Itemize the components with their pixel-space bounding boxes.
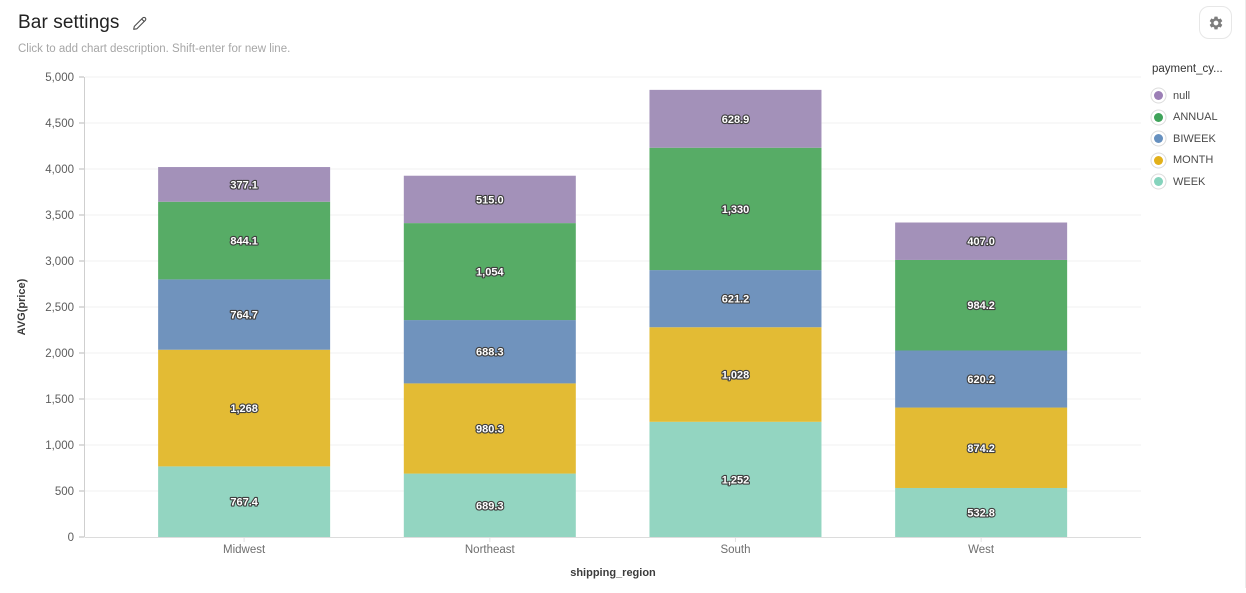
bar-segment-BIWEEK[interactable] <box>895 350 1068 408</box>
bar-segment-ANNUAL[interactable] <box>649 147 822 271</box>
y-tick-label: 4,000 <box>45 164 74 176</box>
bar-segment-null[interactable] <box>649 89 822 148</box>
bar-value-label: 407.0 <box>967 236 995 248</box>
chart-description-placeholder[interactable]: Click to add chart description. Shift-en… <box>18 43 291 55</box>
x-tick-label: Midwest <box>223 544 266 556</box>
bar-value-label: 621.2 <box>722 294 750 306</box>
bar-midwest: 767.4 1,268 764.7 844.1 377.1 <box>158 167 331 537</box>
bar-value-label: 764.7 <box>230 310 258 322</box>
y-tick-label: 2,500 <box>45 302 74 314</box>
bar-segment-WEEK[interactable] <box>649 421 822 537</box>
legend-item-week[interactable]: WEEK <box>1152 171 1244 193</box>
legend-item-label: BIWEEK <box>1173 132 1216 145</box>
legend-marker-icon <box>1154 155 1163 165</box>
bar-value-label: 620.2 <box>967 374 995 386</box>
legend-item-annual[interactable]: ANNUAL <box>1152 107 1244 129</box>
legend-marker-icon <box>1154 177 1163 187</box>
x-axis-title: shipping_region <box>570 567 656 579</box>
legend-marker-icon <box>1154 112 1163 122</box>
bar-segment-WEEK[interactable] <box>895 487 1068 537</box>
bar-value-label: 984.2 <box>967 300 995 312</box>
bar-value-label: 1,268 <box>230 403 258 415</box>
bar-value-label: 980.3 <box>476 423 504 435</box>
bar-segment-MONTH[interactable] <box>895 407 1068 488</box>
bar-segment-ANNUAL[interactable] <box>158 201 331 280</box>
bar-segment-BIWEEK[interactable] <box>649 270 822 328</box>
bar-value-label: 628.9 <box>722 114 750 126</box>
bar-segment-null[interactable] <box>403 175 576 224</box>
y-tick-label: 5,000 <box>45 72 74 84</box>
bar-value-label: 1,252 <box>722 474 750 486</box>
bar-value-label: 844.1 <box>230 236 258 248</box>
bar-value-label: 874.2 <box>967 443 995 455</box>
y-tick-label: 500 <box>55 486 74 498</box>
gear-icon <box>1209 16 1222 29</box>
bar-value-label: 515.0 <box>476 194 504 206</box>
bar-segment-MONTH[interactable] <box>649 327 822 422</box>
legend-marker-icon <box>1154 91 1163 101</box>
chart-header: Bar settings Click to add chart descript… <box>18 12 290 55</box>
chart-legend: payment_cy... null ANNUAL BIWEEK MONTH WEEK <box>1152 63 1244 193</box>
legend-item-label: MONTH <box>1173 154 1214 167</box>
y-tick-label: 3,000 <box>45 256 74 268</box>
bar-value-label: 767.4 <box>230 497 258 509</box>
chart-svg: 0 500 1,000 1,500 2,000 2,500 3,000 3,500 4,000 4… <box>16 72 1141 579</box>
bar-value-label: 532.8 <box>967 507 995 519</box>
y-axis-title: AVG(price) <box>16 278 28 335</box>
legend-item-label: null <box>1173 89 1191 102</box>
bar-segment-BIWEEK[interactable] <box>403 320 576 384</box>
legend-item-month[interactable]: MONTH <box>1152 150 1244 172</box>
bar-value-label: 689.3 <box>476 500 504 512</box>
bar-segment-ANNUAL[interactable] <box>895 259 1068 351</box>
y-tick-label: 0 <box>68 532 74 544</box>
y-tick-label: 4,500 <box>45 118 74 130</box>
legend-marker-icon <box>1154 134 1163 144</box>
chart-area: 0 500 1,000 1,500 2,000 2,500 3,000 3,500 4,000 4… <box>0 58 1246 588</box>
bar-segment-null[interactable] <box>158 167 331 202</box>
y-tick-label: 2,000 <box>45 348 74 360</box>
chart-settings-button[interactable] <box>1199 6 1232 39</box>
pencil-icon <box>133 16 147 30</box>
bar-segment-WEEK[interactable] <box>158 466 331 537</box>
bar-value-label: 1,054 <box>476 267 504 279</box>
bar-segment-WEEK[interactable] <box>403 473 576 537</box>
x-tick-label: West <box>968 544 995 556</box>
legend-item-biweek[interactable]: BIWEEK <box>1152 128 1244 150</box>
bar-value-label: 1,028 <box>722 370 750 382</box>
page-title: Bar settings <box>18 12 120 33</box>
y-tick-label: 1,000 <box>45 440 74 452</box>
bar-south: 1,252 1,028 621.2 1,330 628.9 <box>649 89 822 537</box>
y-tick-label: 1,500 <box>45 394 74 406</box>
bar-segment-ANNUAL[interactable] <box>403 223 576 321</box>
x-tick-label: Northeast <box>465 544 516 556</box>
bar-segment-MONTH[interactable] <box>158 349 331 467</box>
legend-item-label: WEEK <box>1173 175 1206 188</box>
bar-segment-null[interactable] <box>895 222 1068 260</box>
bar-west: 532.8 874.2 620.2 984.2 407.0 <box>895 222 1068 537</box>
bar-value-label: 377.1 <box>230 179 258 191</box>
legend-item-null[interactable]: null <box>1152 85 1244 107</box>
bar-value-label: 688.3 <box>476 347 504 359</box>
bar-northeast: 689.3 980.3 688.3 1,054 515.0 <box>403 175 576 537</box>
legend-item-label: ANNUAL <box>1173 111 1218 124</box>
y-tick-label: 3,500 <box>45 210 74 222</box>
bar-segment-BIWEEK[interactable] <box>158 279 331 350</box>
edit-title-button[interactable] <box>130 13 150 33</box>
legend-title: payment_cy... <box>1152 63 1223 75</box>
bar-segment-MONTH[interactable] <box>403 383 576 474</box>
x-tick-label: South <box>720 544 750 556</box>
bar-value-label: 1,330 <box>722 204 750 216</box>
